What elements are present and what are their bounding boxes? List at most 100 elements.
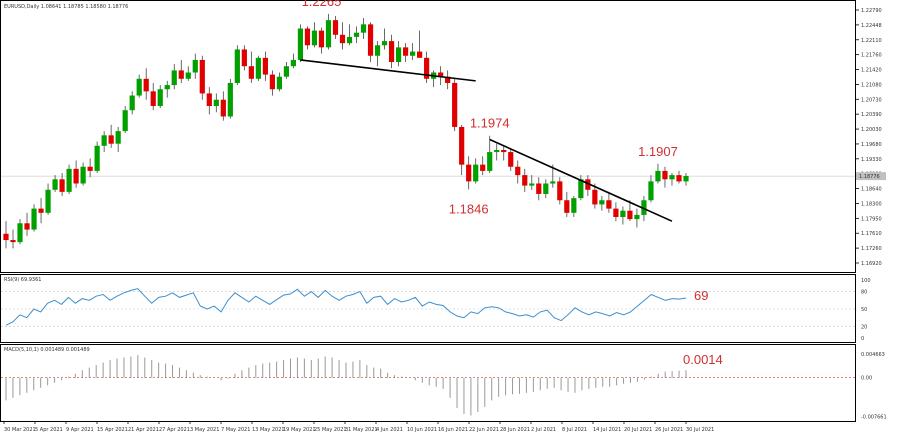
candle-bear (10, 240, 16, 243)
candle-bull (655, 170, 661, 182)
x-axis-date-label: 9 Apr 2021 (66, 427, 94, 433)
candle-bull (353, 32, 360, 37)
candle-bull (115, 131, 121, 144)
candle-bear (508, 152, 514, 167)
candle-bear (501, 149, 507, 153)
candle-bear (178, 70, 184, 79)
candle-bull (276, 76, 283, 90)
x-axis-date-label: 2 Jul 2021 (531, 427, 556, 433)
candle-bull (17, 223, 23, 243)
annotations-layer: 1.2265 1.1974 1.1846 1.1907 69 0.0014 (302, 0, 723, 367)
candle-bear (557, 181, 563, 201)
price-annotation: 1.1974 (470, 116, 510, 131)
grid-layer (1, 175, 855, 379)
candle-bull (578, 179, 584, 199)
candle-bull (234, 49, 240, 83)
candle-bear (108, 135, 114, 144)
x-axis-date-label: 26 Jul 2021 (655, 427, 683, 433)
price-axis-tick-label: 1.17950 (861, 216, 882, 222)
candle-bull (297, 28, 304, 60)
price-axis-tick-label: 1.17260 (861, 246, 882, 252)
candle-bear (87, 166, 93, 171)
candle-bear (522, 175, 528, 186)
candle-bear (150, 91, 156, 107)
candle-bear (452, 82, 458, 127)
price-axis-tick-label: 1.17610 (861, 231, 882, 237)
candle-bear (248, 66, 254, 79)
x-axis-date-label: 30 Mar 2021 (4, 427, 36, 433)
candle-bull (283, 66, 290, 77)
price-annotation: 1.1846 (449, 201, 489, 216)
candle-bull (80, 166, 86, 184)
candle-bull (409, 51, 416, 56)
macd-axis-tick-label: -0.007661 (861, 414, 887, 420)
macd-axis-tick-label: 0.004663 (861, 352, 885, 358)
x-axis-date-label: 27 Apr 2021 (159, 427, 190, 433)
price-header-label: EURUSD,Daily 1.08641 1.18785 1.18580 1.1… (4, 4, 128, 10)
price-axis-tick-label: 1.21080 (861, 82, 882, 88)
rsi-header-label: RSI(9) 69.9361 (4, 277, 41, 283)
x-axis-date-label: 19 May 2021 (283, 427, 316, 433)
candle-bear (480, 164, 486, 171)
rsi-axis-tick-label: 100 (861, 278, 871, 284)
candle-bear (220, 99, 226, 117)
candle-bear (388, 41, 395, 63)
candle-bear (73, 168, 79, 184)
candle-bear (466, 164, 472, 182)
trendline (489, 138, 673, 222)
candle-bear (592, 189, 598, 205)
candle-bear (676, 175, 682, 182)
candle-bull (213, 99, 219, 107)
candle-bear (59, 179, 65, 192)
candle-bear (339, 34, 346, 44)
price-axis-tick-label: 1.16920 (861, 261, 882, 267)
candle-bull (192, 59, 198, 73)
macd-header-label: MACD(5,10,1) 0.001489 0.001489 (4, 347, 90, 353)
price-axis-tick-label: 1.18640 (861, 187, 882, 193)
x-axis-date-label: 10 Jun 2021 (407, 427, 437, 433)
candle-bear (536, 183, 542, 194)
candle-bear (606, 200, 612, 209)
candle-bull (311, 30, 318, 46)
candle-bull (529, 183, 535, 186)
candle-bull (641, 200, 647, 215)
candle-bull (136, 78, 142, 96)
candle-bull (94, 145, 100, 171)
candle-bull (45, 189, 51, 213)
rsi-last-value-label: 69 (694, 288, 708, 303)
candle-bear (459, 126, 465, 165)
macd-panel-frame (0, 344, 856, 422)
x-axis-date-label: 28 Jun 2021 (500, 427, 530, 433)
candle-bull (325, 20, 332, 48)
price-annotation: 1.2265 (302, 0, 342, 9)
candle-bear (613, 208, 619, 217)
candle-bull (31, 208, 37, 230)
trendline (300, 59, 476, 82)
candle-bull (634, 214, 640, 220)
price-axis-tick-label: 1.22110 (861, 38, 882, 44)
candle-bull (52, 179, 58, 190)
candle-bull (669, 175, 675, 180)
price-axis-tick-label: 1.20390 (861, 112, 882, 118)
x-axis-date-label: 7 May 2021 (221, 427, 250, 433)
rsi-axis-tick-label: 0 (861, 336, 864, 342)
x-axis-date-label: 21 Apr 2021 (128, 427, 159, 433)
x-axis-date-label: 22 Jun 2021 (469, 427, 499, 433)
candle-bull (473, 164, 479, 182)
price-axis-tick-label: 1.21760 (861, 53, 882, 59)
rsi-axis-tick-label: 50 (861, 307, 867, 313)
trendlines-layer (300, 59, 673, 222)
candle-bear (662, 170, 668, 180)
macd-axis-tick-label: 0.00 (861, 376, 872, 382)
candle-bull (374, 45, 381, 56)
candle-bear (417, 51, 423, 58)
candle-bull (550, 181, 556, 184)
x-axis-date-label: 5 Apr 2021 (35, 427, 63, 433)
x-axis-date-label: 14 Jul 2021 (593, 427, 621, 433)
candle-bull (494, 149, 500, 153)
candle-bull (346, 36, 353, 44)
candle-bear (304, 28, 311, 46)
candle-bear (24, 223, 30, 230)
candle-bull (543, 183, 549, 194)
